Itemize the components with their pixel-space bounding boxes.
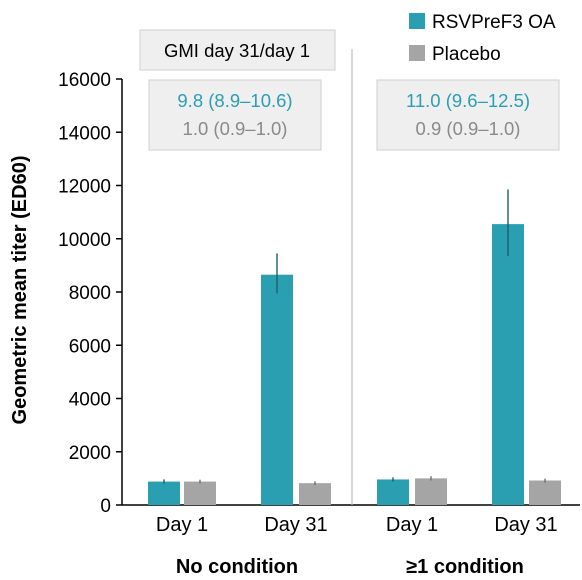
gmi-title: GMI day 31/day 1 bbox=[164, 40, 310, 61]
y-tick-label: 14000 bbox=[58, 123, 111, 144]
legend-label-placebo: Placebo bbox=[432, 44, 501, 65]
y-tick-label: 2000 bbox=[69, 443, 111, 464]
category-label: Day 31 bbox=[494, 514, 557, 536]
bars bbox=[148, 189, 561, 505]
legend-swatch-placebo bbox=[409, 45, 425, 61]
bar-placebo bbox=[415, 478, 447, 505]
y-tick-label: 12000 bbox=[58, 177, 111, 198]
legend-swatch-rsv bbox=[409, 13, 425, 29]
y-tick-label: 4000 bbox=[69, 390, 111, 411]
y-tick-label: 16000 bbox=[58, 70, 111, 91]
gmi-placebo-no-condition: 1.0 (0.9–1.0) bbox=[183, 118, 288, 139]
bar-rsv bbox=[261, 274, 293, 505]
legend-label-rsv: RSVPreF3 OA bbox=[432, 12, 556, 33]
group-label: No condition bbox=[176, 556, 298, 578]
gmi-title-box bbox=[139, 29, 336, 71]
bar-placebo bbox=[299, 483, 331, 505]
group-labels: No condition ≥1 condition bbox=[176, 556, 524, 578]
bar-rsv bbox=[377, 479, 409, 505]
y-axis-ticks: 0 2000 4000 6000 8000 10000 12000 14000 16000 bbox=[58, 70, 122, 517]
y-tick-label: 0 bbox=[100, 496, 111, 517]
category-label: Day 1 bbox=[156, 514, 208, 536]
gmi-placebo-ge1-condition: 0.9 (0.9–1.0) bbox=[416, 118, 521, 139]
bar-rsv bbox=[148, 481, 180, 505]
y-tick-label: 10000 bbox=[58, 230, 111, 251]
category-labels: Day 1 Day 31 Day 1 Day 31 bbox=[156, 514, 558, 536]
category-label: Day 31 bbox=[264, 514, 327, 536]
group-label: ≥1 condition bbox=[406, 556, 524, 578]
gmi-box-no-condition bbox=[148, 79, 322, 151]
y-axis-label: Geometric mean titer (ED60) bbox=[9, 156, 31, 425]
gmi-rsv-ge1-condition: 11.0 (9.6–12.5) bbox=[406, 90, 530, 111]
category-label: Day 1 bbox=[386, 514, 438, 536]
gmi-box-ge1-condition bbox=[376, 79, 560, 151]
gmi-rsv-no-condition: 9.8 (8.9–10.6) bbox=[177, 90, 292, 111]
bar-placebo bbox=[184, 481, 216, 505]
y-tick-label: 6000 bbox=[69, 336, 111, 357]
bar-placebo bbox=[529, 480, 561, 505]
y-tick-label: 8000 bbox=[69, 283, 111, 304]
bar-rsv bbox=[492, 224, 524, 505]
